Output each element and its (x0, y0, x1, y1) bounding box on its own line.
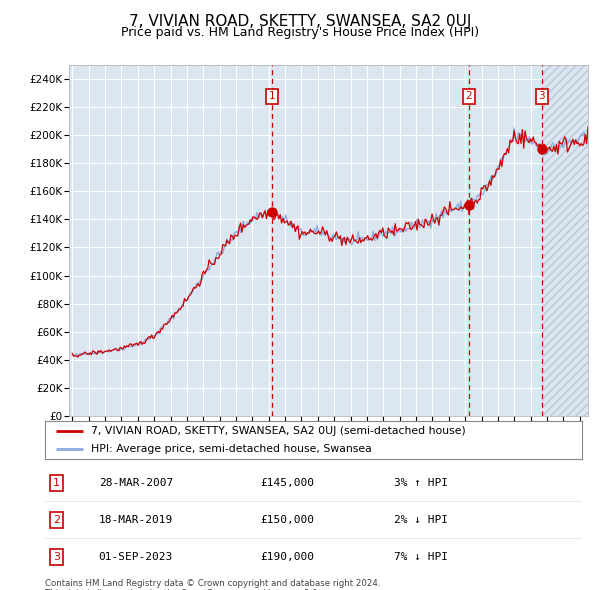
Text: 2% ↓ HPI: 2% ↓ HPI (394, 515, 448, 525)
Text: £190,000: £190,000 (260, 552, 314, 562)
Text: 2: 2 (53, 515, 61, 525)
Text: Price paid vs. HM Land Registry's House Price Index (HPI): Price paid vs. HM Land Registry's House … (121, 26, 479, 39)
Text: £150,000: £150,000 (260, 515, 314, 525)
Text: 3: 3 (53, 552, 61, 562)
Text: HPI: Average price, semi-detached house, Swansea: HPI: Average price, semi-detached house,… (91, 444, 371, 454)
Text: 1: 1 (53, 478, 61, 488)
Bar (542, 65, 600, 416)
Text: Contains HM Land Registry data © Crown copyright and database right 2024.
This d: Contains HM Land Registry data © Crown c… (45, 579, 380, 590)
Text: 7, VIVIAN ROAD, SKETTY, SWANSEA, SA2 0UJ: 7, VIVIAN ROAD, SKETTY, SWANSEA, SA2 0UJ (129, 14, 471, 29)
Text: 7, VIVIAN ROAD, SKETTY, SWANSEA, SA2 0UJ (semi-detached house): 7, VIVIAN ROAD, SKETTY, SWANSEA, SA2 0UJ… (91, 426, 466, 436)
Text: 18-MAR-2019: 18-MAR-2019 (98, 515, 173, 525)
Text: £145,000: £145,000 (260, 478, 314, 488)
Text: 2: 2 (466, 91, 472, 101)
Text: 01-SEP-2023: 01-SEP-2023 (98, 552, 173, 562)
Text: 7% ↓ HPI: 7% ↓ HPI (394, 552, 448, 562)
Text: 3: 3 (538, 91, 545, 101)
Bar (542, 65, 600, 416)
Text: 28-MAR-2007: 28-MAR-2007 (98, 478, 173, 488)
Text: 1: 1 (269, 91, 275, 101)
Text: 3% ↑ HPI: 3% ↑ HPI (394, 478, 448, 488)
